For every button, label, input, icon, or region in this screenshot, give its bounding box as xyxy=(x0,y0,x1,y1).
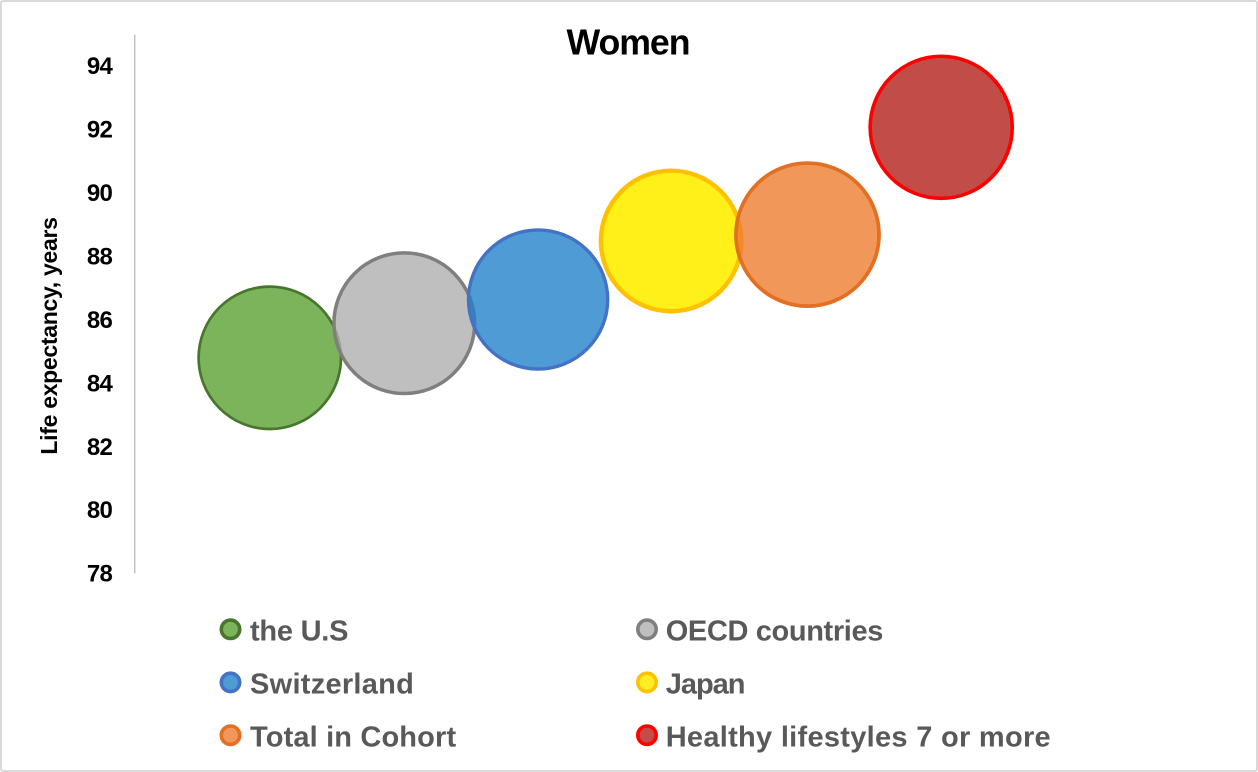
svg-text:90: 90 xyxy=(87,180,113,207)
svg-text:80: 80 xyxy=(87,497,113,524)
svg-text:OECD countries: OECD countries xyxy=(666,615,883,647)
svg-text:Switzerland: Switzerland xyxy=(250,669,414,701)
svg-text:88: 88 xyxy=(87,244,113,271)
svg-text:94: 94 xyxy=(87,53,114,80)
svg-text:Japan: Japan xyxy=(666,669,745,701)
svg-text:Healthy lifestyles 7 or more: Healthy lifestyles 7 or more xyxy=(666,721,1051,753)
svg-text:the U.S: the U.S xyxy=(250,615,348,647)
svg-text:Total in Cohort: Total in Cohort xyxy=(250,721,456,753)
svg-text:84: 84 xyxy=(87,370,114,397)
svg-text:78: 78 xyxy=(87,561,113,588)
svg-text:Women: Women xyxy=(567,23,690,63)
svg-text:86: 86 xyxy=(87,307,113,334)
svg-text:82: 82 xyxy=(87,434,113,461)
svg-text:92: 92 xyxy=(87,117,113,144)
svg-text:Life expectancy, years: Life expectancy, years xyxy=(36,217,62,454)
